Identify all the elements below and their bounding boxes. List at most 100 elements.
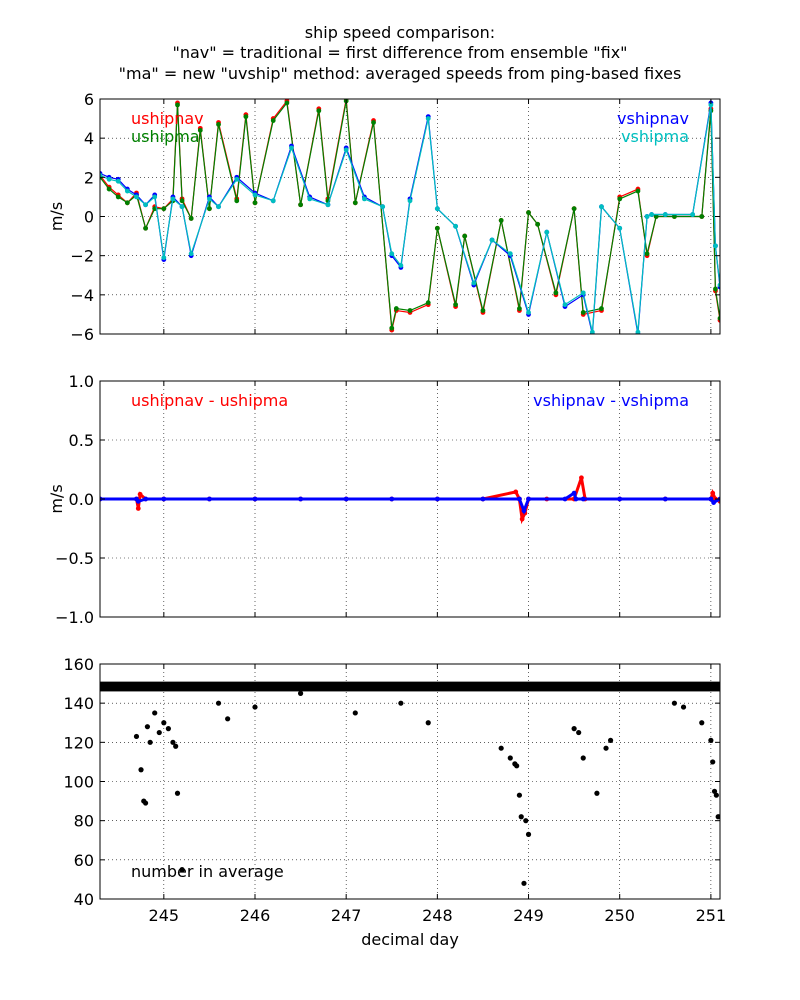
x-tick-label: 245 xyxy=(149,906,180,925)
data-point xyxy=(580,310,586,315)
y-tick-label: −0.5 xyxy=(55,549,94,568)
data-point xyxy=(298,496,303,502)
data-point xyxy=(124,188,130,194)
data-point xyxy=(147,739,153,745)
title-line-2: "nav" = traditional = first difference f… xyxy=(172,43,627,62)
data-point xyxy=(380,204,386,210)
data-point xyxy=(617,496,623,502)
data-point xyxy=(518,814,524,820)
data-point xyxy=(165,726,171,732)
data-point xyxy=(603,745,609,751)
data-point xyxy=(298,202,303,208)
plot-area xyxy=(100,681,720,886)
data-point xyxy=(207,496,212,502)
data-point xyxy=(526,210,531,215)
data-point xyxy=(225,716,231,722)
data-point xyxy=(197,127,203,133)
data-point xyxy=(525,831,532,837)
data-point xyxy=(106,176,112,182)
data-point xyxy=(115,178,121,184)
data-point xyxy=(644,214,650,219)
data-point xyxy=(635,329,641,334)
data-point xyxy=(179,867,185,873)
data-point xyxy=(252,704,258,710)
x-tick-label: 246 xyxy=(240,906,271,925)
plot-area xyxy=(100,99,720,334)
data-point xyxy=(179,204,185,210)
data-point xyxy=(175,102,180,108)
y-tick-label: 80 xyxy=(74,812,94,831)
data-point xyxy=(297,690,304,696)
data-point xyxy=(489,237,495,243)
data-point xyxy=(649,212,655,217)
data-point xyxy=(143,202,148,208)
legend-label-left: ushipma xyxy=(131,127,200,146)
data-point xyxy=(215,700,222,706)
data-point xyxy=(135,498,141,504)
data-point xyxy=(106,186,112,192)
data-point xyxy=(517,496,522,502)
data-point xyxy=(526,496,531,502)
series-line xyxy=(100,490,720,515)
data-point xyxy=(234,198,240,204)
data-point xyxy=(371,120,376,125)
data-point xyxy=(137,491,143,497)
data-point xyxy=(170,739,176,745)
data-point xyxy=(156,729,162,736)
data-point xyxy=(398,263,404,268)
data-point xyxy=(521,508,527,514)
data-point xyxy=(142,800,149,806)
data-point xyxy=(252,192,258,198)
data-point xyxy=(526,310,531,315)
data-point xyxy=(507,251,513,257)
series-line xyxy=(100,104,720,333)
data-point xyxy=(284,100,290,106)
data-point xyxy=(161,255,167,261)
data-point xyxy=(480,308,486,313)
data-point xyxy=(544,229,550,235)
x-tick-label: 251 xyxy=(696,906,727,925)
data-point xyxy=(174,790,181,796)
data-point xyxy=(513,489,519,495)
x-tick-label: 250 xyxy=(604,906,635,925)
title-line-3: "ma" = new "uvship" method: averaged spe… xyxy=(119,64,682,83)
data-point xyxy=(699,720,705,726)
y-tick-label: 120 xyxy=(63,733,94,752)
data-point xyxy=(389,251,395,257)
data-point xyxy=(523,818,529,824)
data-point xyxy=(179,198,185,204)
y-tick-label: 100 xyxy=(63,773,94,792)
y-tick-label: 60 xyxy=(74,851,94,870)
y-tick-label: 0.0 xyxy=(69,490,94,509)
data-point xyxy=(562,302,568,308)
data-point xyxy=(161,720,167,726)
data-point xyxy=(708,496,714,502)
data-point xyxy=(717,315,720,321)
data-point xyxy=(519,516,525,522)
data-point xyxy=(389,496,395,502)
data-point xyxy=(407,198,413,204)
data-point xyxy=(289,145,294,151)
data-point xyxy=(124,200,130,206)
series-vshipma xyxy=(100,102,720,334)
data-point xyxy=(453,223,458,229)
data-point xyxy=(594,790,600,796)
y-tick-label: −1.0 xyxy=(55,608,94,627)
series-number-in-average xyxy=(100,681,720,886)
data-point xyxy=(152,710,158,716)
data-point xyxy=(517,306,522,311)
data-point xyxy=(635,188,641,194)
data-point xyxy=(573,496,579,502)
data-point xyxy=(100,172,103,178)
y-tick-label: 4 xyxy=(84,129,94,148)
data-point xyxy=(576,729,582,736)
y-tick-label: 140 xyxy=(63,694,94,713)
data-point xyxy=(589,329,595,334)
data-point xyxy=(316,108,322,114)
data-point xyxy=(134,194,139,200)
chart-panel-2: −1.0 −0.5 0.0 0.5 1.0 m/s ushipnav - ushipma vs… xyxy=(47,372,721,627)
data-point xyxy=(653,214,659,219)
y-tick-label: 0 xyxy=(84,208,94,227)
data-point xyxy=(143,496,148,502)
